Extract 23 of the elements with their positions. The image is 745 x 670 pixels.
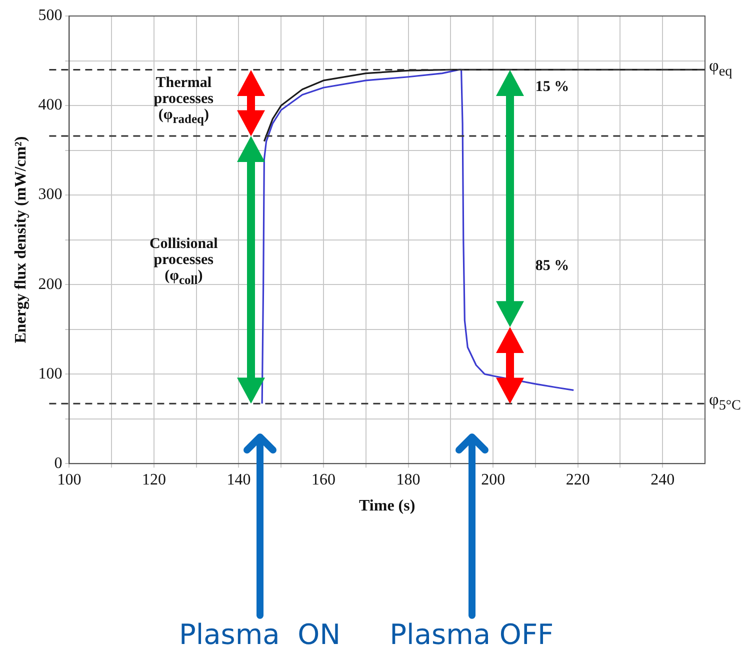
x-tick-label: 120 [142, 471, 166, 488]
x-tick-label: 220 [566, 471, 590, 488]
x-tick-label: 240 [650, 471, 675, 488]
y-tick-label: 0 [54, 454, 62, 472]
x-tick-label: 100 [57, 471, 82, 488]
y-tick-label: 300 [38, 186, 62, 204]
text: Plasma ON [178, 618, 341, 651]
y-axis-title: Energy flux density (mW/cm²) [12, 136, 30, 344]
x-tick-label: 180 [396, 471, 420, 488]
annotation: Thermal processes (φ$_{radeq}$) [152, 75, 214, 126]
ref-line-label: φ$_{eq}$ [709, 56, 732, 80]
ref-line-label: φ$_{5°C}$ [709, 390, 741, 414]
annotation: 15 % [535, 78, 570, 96]
y-tick-label: 500 [38, 7, 62, 24]
x-axis-title: Time (s) [359, 498, 416, 515]
y-tick-label: 100 [38, 365, 62, 382]
text: Plasma OFF [390, 618, 554, 651]
annotation: 85 % [535, 258, 570, 274]
y-tick-label: 400 [38, 96, 62, 114]
x-tick-label: 200 [481, 471, 506, 488]
x-tick-label: 160 [312, 471, 336, 488]
annotation: Collisional processes (φ$_{coll}$) [148, 236, 219, 287]
y-tick-label: 200 [38, 276, 62, 293]
